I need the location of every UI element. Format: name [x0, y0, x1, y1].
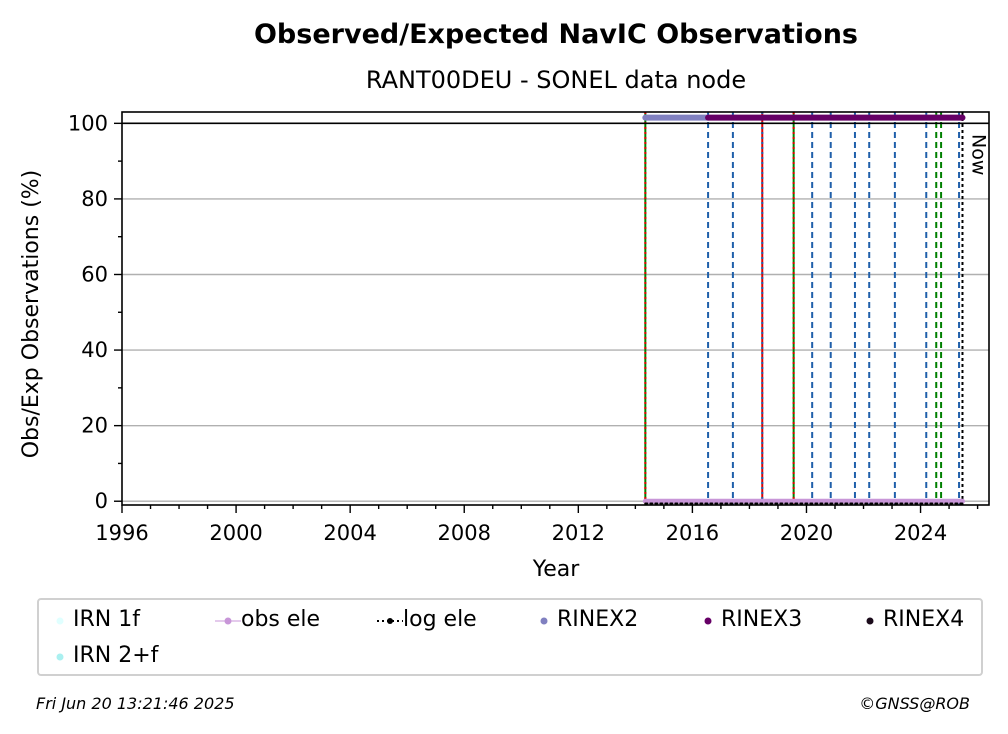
legend-label: RINEX4: [883, 607, 965, 632]
y-tick-label: 40: [81, 338, 108, 362]
log-ele-marker-icon: [377, 618, 403, 624]
x-tick-label: 2004: [323, 521, 376, 545]
x-tick-label: 2012: [552, 521, 605, 545]
x-axis-label: Year: [532, 557, 581, 582]
plot-frame: [121, 111, 990, 506]
legend-label: RINEX2: [557, 607, 639, 632]
legend-label: obs ele: [241, 607, 321, 632]
legend-label: IRN 2+f: [73, 643, 159, 668]
x-tick-label: 2000: [209, 521, 262, 545]
legend: IRN 1f obs ele log ele RINEX2 RINEX3 RIN…: [37, 598, 983, 676]
now-label: Now: [967, 134, 989, 175]
obs-ele-marker-icon: [215, 617, 241, 625]
x-tick-label: 2016: [666, 521, 719, 545]
y-tick-label: 0: [95, 489, 108, 513]
irn-2f-marker-icon: [56, 653, 64, 661]
chart-subtitle: RANT00DEU - SONEL data node: [366, 66, 746, 94]
vertical-markers: [644, 112, 964, 505]
footer-timestamp: Fri Jun 20 13:21:46 2025: [36, 694, 235, 713]
y-tick-label: 60: [81, 262, 108, 286]
footer-credit: ©GNSS@ROB: [859, 694, 970, 713]
series-lines: [642, 114, 966, 505]
x-tick-label: 2008: [438, 521, 491, 545]
legend-label: log ele: [403, 607, 477, 632]
x-axis-ticks: 1996 2000 2004 2008 2012 2016 2020 2024: [95, 505, 979, 545]
rinex2-marker-icon: [540, 617, 548, 625]
chart-title: Observed/Expected NavIC Observations: [254, 19, 858, 50]
x-tick-label: 1996: [95, 521, 148, 545]
rinex3-marker-icon: [704, 617, 712, 625]
y-tick-label: 20: [81, 414, 108, 438]
rinex4-marker-icon: [866, 617, 874, 625]
grid-lines: [122, 122, 989, 502]
y-axis-label: Obs/Exp Observations (%): [19, 170, 44, 459]
y-tick-label: 100: [68, 111, 108, 135]
x-tick-label: 2020: [780, 521, 833, 545]
legend-label: RINEX3: [721, 607, 803, 632]
y-tick-label: 80: [81, 187, 108, 211]
y-axis-ticks: 0 20 40 60 80 100: [68, 111, 122, 513]
legend-label: IRN 1f: [73, 607, 140, 632]
irn-1f-marker-icon: [56, 617, 64, 625]
x-tick-label: 2024: [894, 521, 947, 545]
